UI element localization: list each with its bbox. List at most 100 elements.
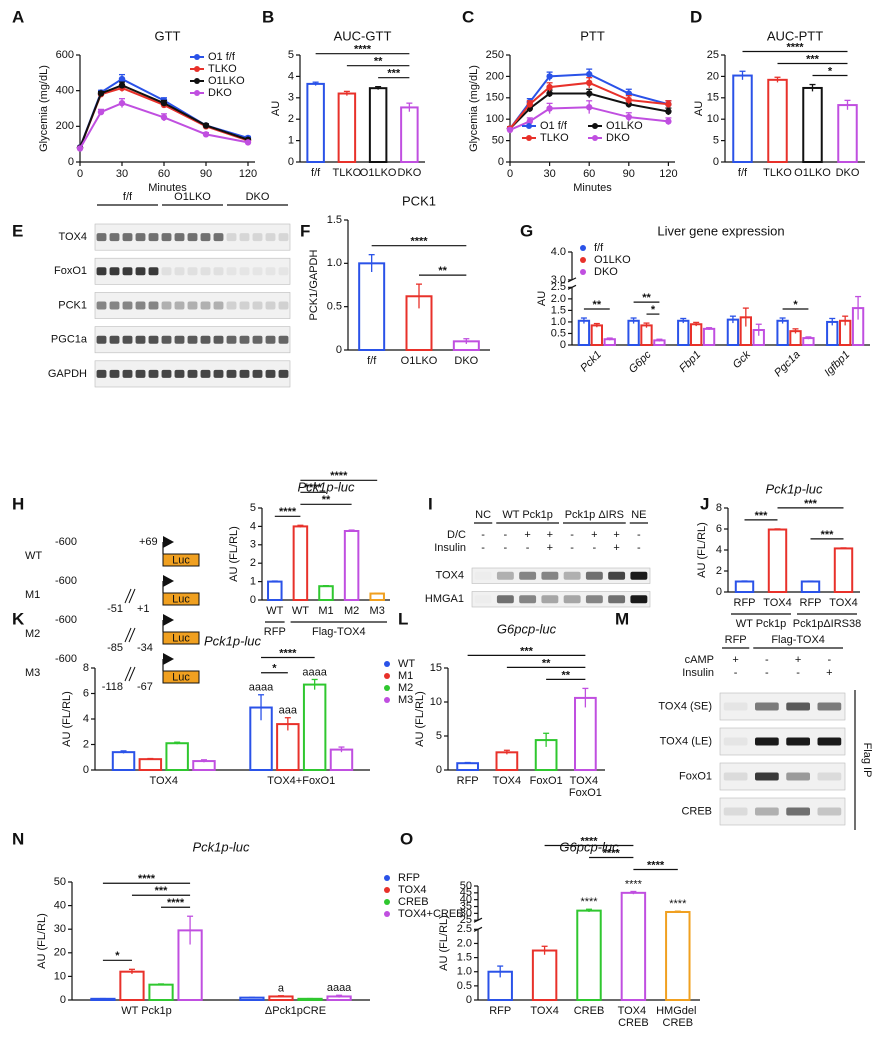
blot-strip [471, 591, 651, 608]
significance-label: **** [305, 482, 323, 494]
promoter-arrow [163, 614, 174, 626]
blot-band [200, 233, 211, 242]
bar [337, 92, 357, 163]
blot-band [187, 233, 198, 242]
y-tick-label: 0 [716, 586, 722, 598]
blot-condition-sign: - [765, 667, 769, 679]
blot-band [608, 571, 626, 580]
construct-name: M3 [25, 667, 40, 679]
y-tick-label: 2 [716, 565, 722, 577]
bar [702, 327, 716, 346]
construct-start: -600 [55, 614, 77, 626]
blot-band [239, 335, 250, 344]
blot-band [265, 233, 276, 242]
y-tick-label: 50 [492, 135, 504, 147]
bar [400, 106, 419, 163]
reporter-label: Luc [172, 671, 190, 683]
bar-note: **** [625, 878, 643, 890]
blot-band [174, 369, 185, 378]
chart-title: PCK1 [402, 193, 436, 208]
x-tick-label: Gck [731, 348, 754, 371]
blot-condition-sign: + [613, 542, 619, 554]
blot-band [563, 571, 581, 580]
promoter-arrow [163, 536, 174, 548]
x-tick-label: DKO [397, 167, 421, 179]
legend-label: f/f [594, 242, 604, 254]
y-tick-label: 3 [288, 92, 294, 104]
y-tick-label: 200 [56, 120, 74, 132]
y-axis-label: AU (FL/RL) [414, 691, 426, 747]
blot-band [278, 301, 289, 310]
legend-label: TOX4+CREB [398, 908, 464, 920]
series-line [79, 84, 249, 149]
blot-band [278, 369, 289, 378]
promoter-arrow [163, 575, 174, 587]
blot-band [161, 267, 172, 276]
significance-label: *** [520, 645, 534, 657]
y-tick-label: 4 [83, 713, 89, 725]
y-tick-label: 200 [486, 70, 504, 82]
y-tick-label: 1.0 [457, 966, 472, 978]
series-line [509, 92, 669, 130]
chart-title: Pck1p-luc [297, 479, 355, 494]
significance-label: **** [786, 41, 804, 53]
blot-condition-sign: - [526, 542, 530, 554]
blot-group-label: DKO [246, 191, 270, 203]
panel-letter: N [12, 829, 24, 848]
blot-band [278, 233, 289, 242]
y-tick-label: 0 [713, 156, 719, 168]
reporter-label: Luc [172, 632, 190, 644]
blot-band [563, 595, 581, 604]
x-tick-label: WT [292, 605, 309, 617]
blot-band [96, 335, 107, 344]
panel-letter: E [12, 221, 23, 240]
x-tick-label: TOX4 FoxO1 [569, 775, 602, 799]
bar [767, 528, 788, 594]
blot-band [226, 335, 237, 344]
blot-band [252, 301, 263, 310]
bar-note: aaaa [327, 982, 352, 994]
blot-band [187, 267, 198, 276]
blot-band [135, 369, 146, 378]
reporter-box [162, 553, 200, 567]
data-point [244, 139, 252, 146]
x-tick-label: O1LKO [360, 167, 397, 179]
y-tick-label: 0.5 [457, 980, 472, 992]
group-label: Flag-TOX4 [312, 626, 366, 638]
bar-note: **** [580, 896, 598, 908]
x-tick-label: f/f [311, 167, 321, 179]
chart-title: AUC-PTT [767, 28, 823, 43]
bar [456, 762, 479, 772]
data-point [586, 104, 593, 111]
y-tick-label: 0 [436, 764, 442, 776]
blot-band [239, 369, 250, 378]
panel-letter: I [428, 494, 433, 513]
bar [358, 262, 386, 352]
legend-marker [384, 673, 390, 679]
y-tick-label: 6 [83, 687, 89, 699]
bar [665, 910, 691, 1002]
legend-label: RFP [398, 872, 420, 884]
reporter-box [162, 592, 200, 606]
x-tick-label: 0 [507, 168, 513, 180]
blot-condition-label: Insulin [682, 667, 714, 679]
blot-band [109, 267, 120, 276]
y-tick-label: 50 [54, 876, 66, 888]
bar [302, 683, 327, 772]
blot-row-label: TOX4 [435, 570, 464, 582]
significance-label: **** [330, 470, 348, 482]
blot-group-label: RFP [725, 634, 747, 646]
legend-marker [384, 887, 390, 893]
y-axis-label: AU (FL/RL) [438, 915, 450, 971]
blot-condition-sign: - [637, 529, 641, 541]
blot-band [723, 702, 748, 711]
blot-band [786, 772, 810, 781]
blot-row-label: HMGA1 [425, 593, 464, 605]
deletion-end: -67 [137, 681, 153, 693]
chart-title: PTT [580, 28, 605, 43]
y-tick-label: 150 [486, 92, 504, 104]
legend-marker [384, 685, 390, 691]
x-tick-label: 30 [543, 168, 555, 180]
y-tick-label: 600 [56, 49, 74, 61]
x-tick-label: ΔPck1pCRE [265, 1005, 326, 1017]
